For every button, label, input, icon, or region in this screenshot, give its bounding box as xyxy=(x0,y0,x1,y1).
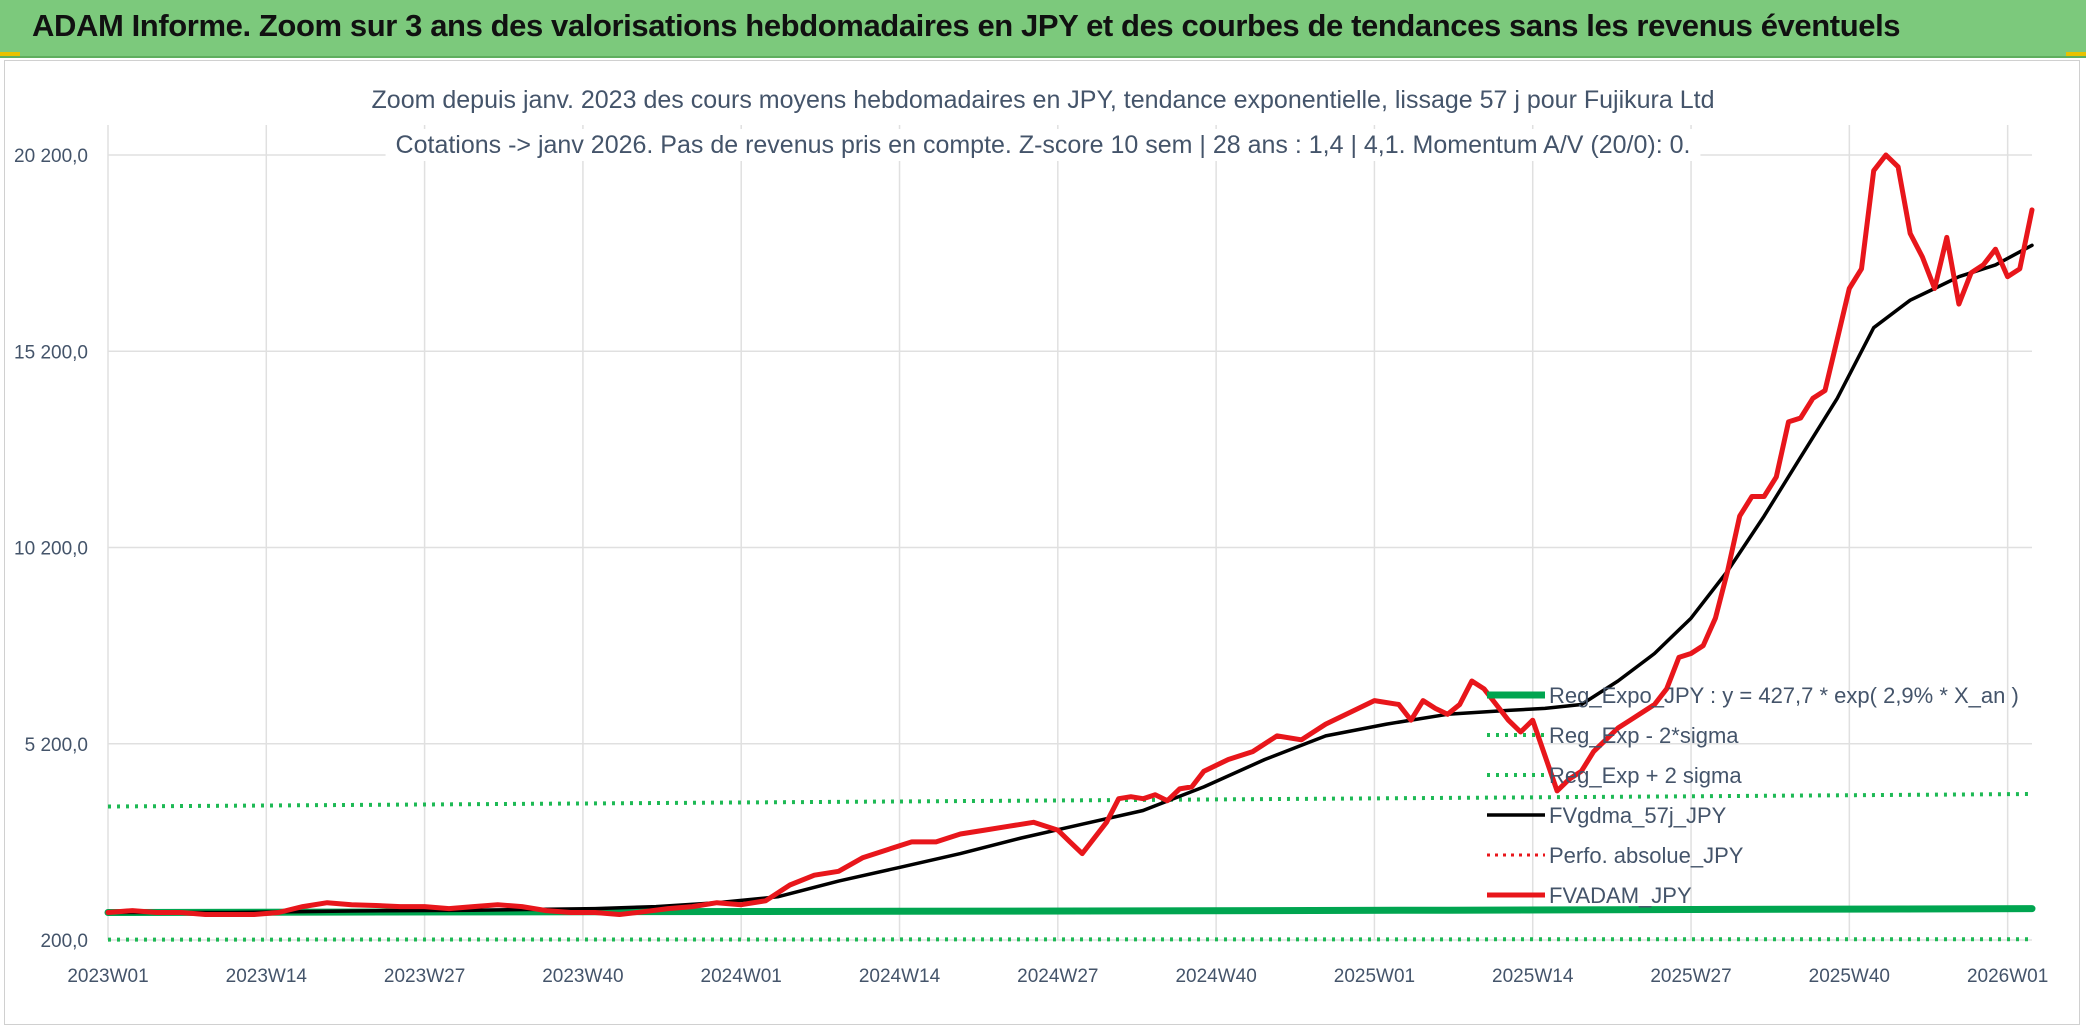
series-line-fvgdma-57j-jpy xyxy=(106,243,2034,915)
report-title: ADAM Informe. Zoom sur 3 ans des valoris… xyxy=(32,8,1901,43)
x-tick-label: 2023W40 xyxy=(542,966,623,987)
y-tick-label: 20 200,0 xyxy=(14,146,88,167)
chart-grid xyxy=(107,125,2032,941)
series-line-fvadam-jpy xyxy=(105,152,2035,917)
x-tick-label: 2025W40 xyxy=(1809,966,1890,987)
legend-label: Perfo. absolue_JPY xyxy=(1549,843,1744,868)
x-tick-label: 2024W40 xyxy=(1175,966,1256,987)
x-tick-label: 2025W01 xyxy=(1334,966,1415,987)
chart-legend: Reg_Expo_JPY : y = 427,7 * exp( 2,9% * X… xyxy=(1487,683,2019,908)
legend-label: FVADAM_JPY xyxy=(1549,883,1692,908)
y-axis-ticks: 200,0 5 200,0 10 200,0 15 200,0 20 200,0 xyxy=(14,146,88,952)
x-tick-label: 2023W27 xyxy=(384,966,465,987)
chart-titles: Zoom depuis janv. 2023 des cours moyens … xyxy=(361,84,1725,161)
x-tick-label: 2025W14 xyxy=(1492,966,1574,987)
legend-label: Reg_Exp + 2 sigma xyxy=(1549,763,1742,788)
y-tick-label: 200,0 xyxy=(40,931,88,952)
x-tick-label: 2024W27 xyxy=(1017,966,1098,987)
banner-corner-right xyxy=(2066,52,2086,56)
x-tick-label: 2025W27 xyxy=(1650,966,1731,987)
banner-corner-left xyxy=(0,52,20,56)
legend-label: FVgdma_57j_JPY xyxy=(1549,803,1727,828)
x-axis-ticks: 2023W01 2023W14 2023W27 2023W40 2024W01 2024W… xyxy=(67,966,2048,987)
x-tick-label: 2023W01 xyxy=(67,966,148,987)
series-line-reg-exp-2-sigma xyxy=(107,792,2033,809)
y-tick-label: 10 200,0 xyxy=(14,539,88,560)
legend-label: Reg_Expo_JPY : y = 427,7 * exp( 2,9% * X… xyxy=(1549,683,2019,708)
chart-frame xyxy=(4,60,2080,1025)
x-tick-label: 2023W14 xyxy=(226,966,308,987)
chart-title: Zoom depuis janv. 2023 des cours moyens … xyxy=(372,86,1715,114)
y-tick-label: 5 200,0 xyxy=(25,735,88,756)
y-tick-label: 15 200,0 xyxy=(14,342,88,363)
chart-subtitle: Cotations -> janv 2026. Pas de revenus p… xyxy=(396,131,1691,159)
x-tick-label: 2026W01 xyxy=(1967,966,2048,987)
chart-series xyxy=(104,152,2036,942)
x-tick-label: 2024W01 xyxy=(701,966,782,987)
chart-subtitle-background xyxy=(385,129,1701,161)
legend-label: Reg_Exp - 2*sigma xyxy=(1549,723,1739,748)
chart-title-background xyxy=(361,84,1725,116)
x-tick-label: 2024W14 xyxy=(859,966,941,987)
report-banner: ADAM Informe. Zoom sur 3 ans des valoris… xyxy=(0,0,2086,58)
